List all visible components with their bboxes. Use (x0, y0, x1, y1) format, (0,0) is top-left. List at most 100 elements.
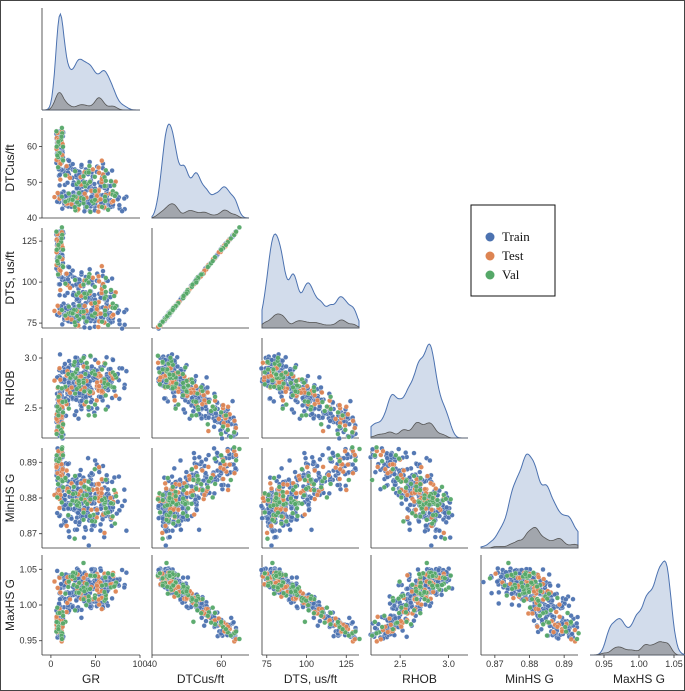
scatter-point (413, 484, 419, 490)
scatter-point (180, 380, 186, 386)
scatter-point (352, 465, 358, 471)
scatter-point (265, 497, 271, 503)
scatter-point (81, 575, 87, 581)
scatter-point (89, 518, 95, 524)
scatter-point (417, 487, 423, 493)
scatter-point (290, 392, 296, 398)
scatter-point (101, 589, 108, 595)
scatter-point (72, 607, 78, 613)
scatter-point (328, 410, 334, 417)
scatter-point (335, 431, 341, 437)
scatter-point (219, 435, 225, 441)
scatter-point (159, 530, 165, 536)
scatter-point (275, 510, 281, 516)
scatter-point (123, 368, 129, 374)
scatter-point (272, 534, 278, 540)
scatter-point (270, 528, 276, 534)
scatter-point (349, 444, 355, 450)
scatter-point (81, 510, 87, 516)
scatter-point (280, 358, 286, 364)
scatter-point (115, 310, 121, 316)
scatter-point (87, 586, 93, 592)
scatter-point (349, 429, 355, 435)
scatter-point (86, 169, 92, 175)
scatter-point (85, 455, 91, 461)
scatter-point (350, 418, 356, 424)
scatter-point (54, 152, 60, 158)
scatter-point (92, 573, 98, 579)
scatter-point (87, 288, 93, 294)
scatter-point (80, 173, 87, 179)
scatter-point (277, 528, 283, 534)
scatter-point (59, 499, 65, 505)
scatter-point (98, 521, 104, 527)
scatter-point (97, 373, 104, 379)
scatter-point (108, 178, 114, 184)
scatter-point (51, 378, 58, 384)
scatter-point (301, 492, 307, 498)
scatter-point (103, 392, 109, 398)
scatter-point (265, 366, 271, 373)
scatter-point (99, 204, 105, 210)
scatter-point (176, 482, 182, 488)
scatter-point (304, 497, 310, 503)
scatter-point (428, 480, 434, 486)
scatter-point (276, 379, 282, 386)
scatter-point (96, 165, 102, 171)
scatter-point (165, 591, 171, 597)
scatter-point (103, 275, 109, 281)
scatter-point (65, 276, 71, 282)
scatter-point (76, 590, 82, 596)
scatter-point (280, 493, 286, 499)
scatter-point (372, 452, 378, 458)
scatter-point (404, 514, 410, 520)
scatter-point (311, 459, 317, 465)
scatter-point (81, 208, 87, 214)
scatter-point (54, 404, 60, 410)
scatter-point (199, 415, 205, 421)
scatter-point (189, 466, 195, 472)
scatter-point (424, 473, 431, 479)
scatter-point (181, 293, 187, 299)
scatter-point (199, 615, 205, 621)
scatter-point (342, 448, 348, 454)
scatter-point (59, 134, 65, 140)
scatter-point (74, 199, 80, 205)
scatter-point (56, 505, 63, 511)
scatter-point (70, 491, 76, 497)
scatter-point (55, 190, 61, 196)
scatter-point (173, 489, 179, 495)
scatter-point (373, 444, 380, 450)
scatter-point (218, 409, 224, 415)
scatter-point (204, 384, 210, 391)
scatter-point (96, 170, 102, 176)
scatter-point (161, 395, 167, 401)
scatter-point (167, 510, 173, 516)
scatter-point (270, 366, 277, 372)
scatter-point (56, 365, 63, 371)
scatter-point (111, 182, 117, 188)
scatter-point (121, 487, 127, 493)
scatter-point (55, 626, 61, 632)
scatter-point (193, 412, 199, 418)
scatter-point (74, 584, 80, 590)
scatter-point (418, 464, 424, 470)
scatter-point (71, 484, 77, 490)
scatter-point (178, 527, 184, 533)
scatter-point (290, 487, 296, 493)
scatter-panel (258, 351, 359, 441)
scatter-point (74, 527, 80, 533)
scatter-point (328, 456, 334, 462)
scatter-panel (51, 224, 129, 332)
scatter-point (172, 513, 178, 519)
scatter-point (218, 482, 225, 488)
scatter-point (170, 385, 176, 391)
scatter-point (190, 619, 196, 625)
scatter-point (278, 372, 284, 378)
scatter-point (103, 289, 109, 295)
scatter-point (164, 366, 170, 372)
scatter-point (185, 505, 191, 511)
scatter-point (59, 636, 65, 642)
scatter-point (198, 271, 204, 278)
scatter-point (86, 479, 92, 485)
